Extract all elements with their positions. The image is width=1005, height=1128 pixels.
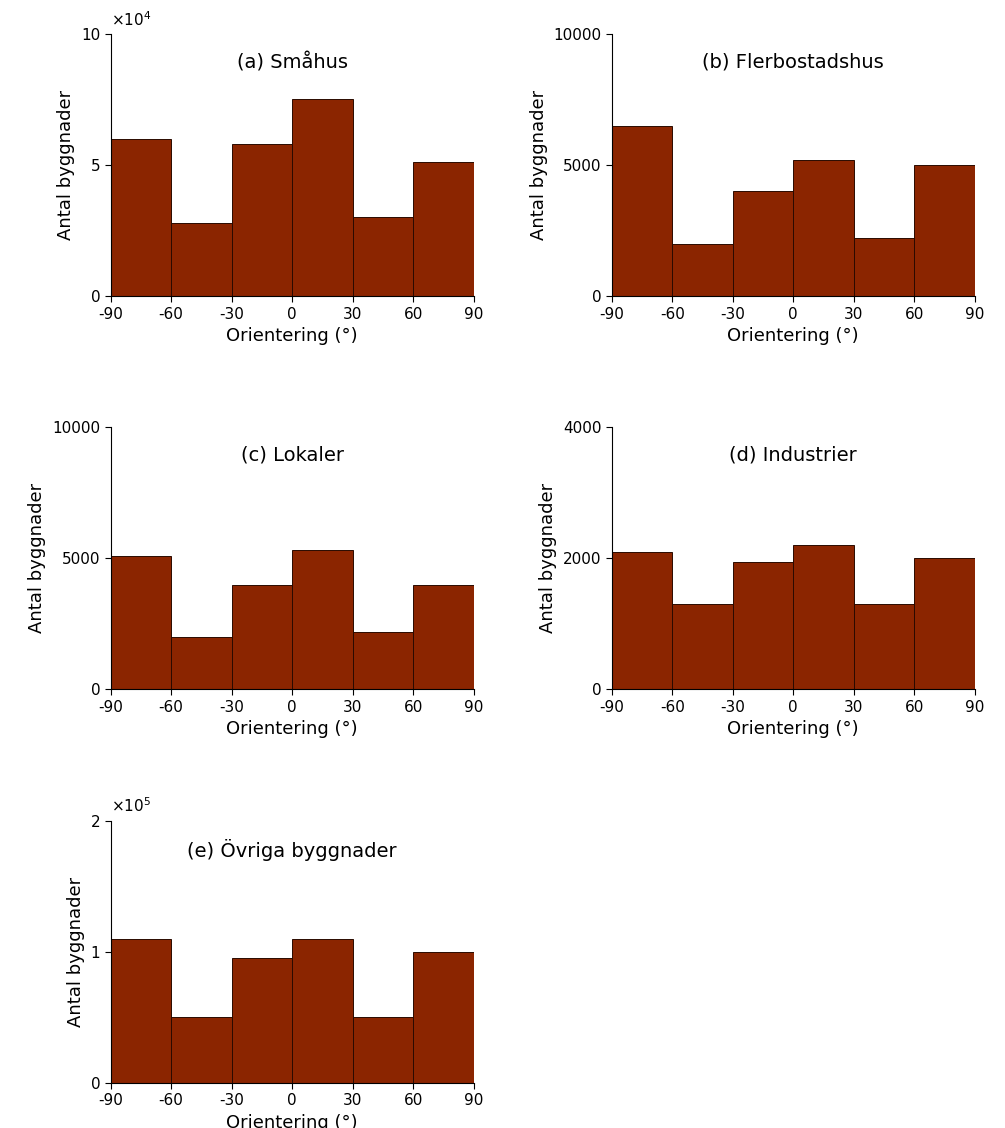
Bar bbox=[854, 605, 915, 689]
Bar bbox=[413, 584, 473, 689]
Bar bbox=[353, 1017, 413, 1083]
Bar bbox=[733, 191, 793, 297]
Bar bbox=[793, 160, 854, 297]
Bar bbox=[353, 218, 413, 297]
Text: (c) Lokaler: (c) Lokaler bbox=[240, 446, 344, 465]
Text: (a) Småhus: (a) Småhus bbox=[236, 52, 348, 72]
Bar bbox=[231, 144, 292, 297]
Bar bbox=[231, 959, 292, 1083]
Bar bbox=[231, 584, 292, 689]
Text: (d) Industrier: (d) Industrier bbox=[730, 446, 857, 465]
Bar bbox=[672, 605, 733, 689]
Bar bbox=[612, 552, 672, 689]
Text: $\times10^{5}$: $\times10^{5}$ bbox=[111, 796, 151, 816]
Y-axis label: Antal byggnader: Antal byggnader bbox=[540, 483, 557, 634]
Bar bbox=[171, 222, 231, 297]
Bar bbox=[353, 632, 413, 689]
Bar bbox=[915, 558, 975, 689]
Bar bbox=[915, 165, 975, 297]
Bar bbox=[413, 162, 473, 297]
Text: (e) Övriga byggnader: (e) Övriga byggnader bbox=[187, 839, 397, 861]
Bar bbox=[854, 238, 915, 297]
Bar bbox=[612, 125, 672, 297]
Y-axis label: Antal byggnader: Antal byggnader bbox=[67, 876, 85, 1026]
Bar bbox=[672, 244, 733, 297]
Bar bbox=[733, 562, 793, 689]
Text: (b) Flerbostadshus: (b) Flerbostadshus bbox=[702, 52, 884, 71]
Bar bbox=[111, 938, 171, 1083]
Y-axis label: Antal byggnader: Antal byggnader bbox=[57, 90, 75, 240]
X-axis label: Orientering (°): Orientering (°) bbox=[226, 1113, 358, 1128]
X-axis label: Orientering (°): Orientering (°) bbox=[728, 327, 859, 345]
Bar bbox=[413, 952, 473, 1083]
Bar bbox=[292, 938, 353, 1083]
Bar bbox=[292, 550, 353, 689]
Bar bbox=[793, 545, 854, 689]
Y-axis label: Antal byggnader: Antal byggnader bbox=[28, 483, 46, 634]
Bar bbox=[111, 139, 171, 297]
Bar bbox=[171, 637, 231, 689]
X-axis label: Orientering (°): Orientering (°) bbox=[226, 327, 358, 345]
Text: $\times10^{4}$: $\times10^{4}$ bbox=[111, 10, 151, 28]
X-axis label: Orientering (°): Orientering (°) bbox=[728, 721, 859, 739]
Bar bbox=[171, 1017, 231, 1083]
X-axis label: Orientering (°): Orientering (°) bbox=[226, 721, 358, 739]
Bar bbox=[111, 556, 171, 689]
Bar bbox=[292, 99, 353, 297]
Y-axis label: Antal byggnader: Antal byggnader bbox=[530, 90, 548, 240]
